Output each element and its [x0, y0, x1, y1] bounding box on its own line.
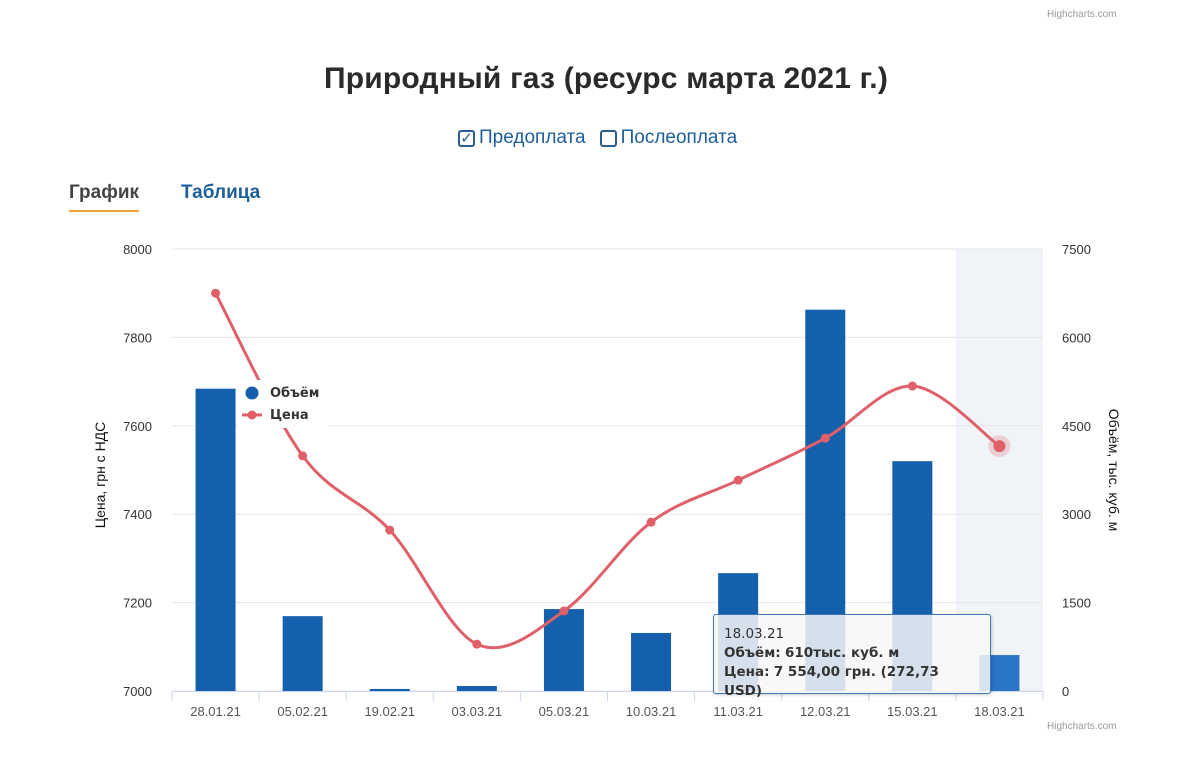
tooltip-price-value: 7 554,00 грн. (272,73 USD) — [724, 664, 939, 699]
filter-label: Предоплата — [479, 127, 586, 148]
tab-chart[interactable]: График — [69, 182, 140, 212]
filter-label: Послеоплата — [620, 127, 738, 148]
tooltip-volume-label: Объём: — [724, 645, 781, 661]
legend-item-volume[interactable]: Объём — [242, 382, 319, 404]
volume-bar[interactable] — [543, 609, 584, 691]
legend-label: Цена — [270, 407, 309, 423]
right-tick-label: 7500 — [1062, 242, 1091, 257]
legend-item-price[interactable]: Цена — [242, 404, 319, 426]
right-axis-title: Объём, тыс. куб. м — [1106, 409, 1122, 532]
filter-postpayment[interactable]: Послеоплата — [599, 127, 738, 149]
x-tick-label: 18.03.21 — [974, 704, 1025, 719]
volume-bar[interactable] — [195, 388, 236, 691]
payment-filters: ✓ Предоплата Послеоплата — [458, 127, 751, 149]
chart-tooltip: 18.03.21 Объём: 610тыс. куб. м Цена: 7 5… — [713, 614, 991, 699]
price-point[interactable] — [733, 475, 743, 485]
filter-prepayment[interactable]: ✓ Предоплата — [458, 127, 586, 149]
price-point[interactable] — [559, 606, 569, 616]
right-tick-label: 1500 — [1062, 596, 1091, 611]
price-point[interactable] — [646, 517, 656, 527]
x-tick-label: 28.01.21 — [190, 704, 241, 719]
price-legend-icon — [242, 410, 262, 420]
x-tick-label: 10.03.21 — [626, 704, 677, 719]
postpayment-checkbox[interactable] — [599, 129, 617, 147]
volume-bar[interactable] — [456, 685, 497, 691]
price-point[interactable] — [298, 451, 308, 461]
price-point[interactable] — [993, 440, 1006, 453]
tooltip-date: 18.03.21 — [724, 626, 785, 642]
right-tick-label: 0 — [1062, 684, 1069, 699]
left-tick-label: 7800 — [123, 330, 152, 345]
x-tick-label: 05.02.21 — [277, 704, 328, 719]
left-tick-label: 8000 — [123, 242, 152, 257]
left-tick-label: 7000 — [123, 684, 152, 699]
chart-legend: Объём Цена — [238, 380, 330, 428]
tooltip-volume-value: 610тыс. куб. м — [784, 645, 900, 661]
prepayment-checkbox[interactable]: ✓ — [458, 129, 475, 147]
x-tick-label: 12.03.21 — [800, 704, 851, 719]
right-tick-label: 4500 — [1062, 419, 1091, 434]
tooltip-price-label: Цена: — [724, 664, 770, 680]
volume-bar[interactable] — [631, 632, 672, 691]
x-tick-label: 19.02.21 — [364, 704, 415, 719]
price-point[interactable] — [385, 525, 395, 535]
left-tick-label: 7200 — [123, 596, 152, 611]
volume-legend-icon — [245, 386, 259, 400]
page-title: Природный газ (ресурс марта 2021 г.) — [323, 62, 889, 95]
right-tick-label: 3000 — [1062, 507, 1091, 522]
view-tabs: График Таблица — [69, 182, 302, 212]
left-tick-label: 7600 — [123, 419, 152, 434]
right-tick-label: 6000 — [1062, 330, 1091, 345]
x-tick-label: 15.03.21 — [887, 704, 938, 719]
price-point[interactable] — [820, 433, 830, 443]
x-tick-label: 11.03.21 — [713, 704, 763, 719]
left-axis-title: Цена, грн с НДС — [92, 422, 108, 529]
x-tick-label: 03.03.21 — [452, 704, 503, 719]
price-line — [214, 292, 1001, 650]
legend-label: Объём — [270, 385, 320, 401]
price-point[interactable] — [472, 639, 482, 649]
highcharts-credit-top[interactable]: Highcharts.com — [1047, 9, 1117, 20]
x-tick-label: 05.03.21 — [539, 704, 590, 719]
left-tick-label: 7400 — [123, 507, 152, 522]
tab-table[interactable]: Таблица — [181, 182, 261, 203]
volume-bar[interactable] — [369, 688, 410, 691]
highcharts-credit-bottom[interactable]: Highcharts.com — [1047, 721, 1117, 732]
price-point[interactable] — [211, 288, 221, 298]
price-point[interactable] — [907, 381, 917, 391]
volume-bar[interactable] — [282, 616, 323, 691]
